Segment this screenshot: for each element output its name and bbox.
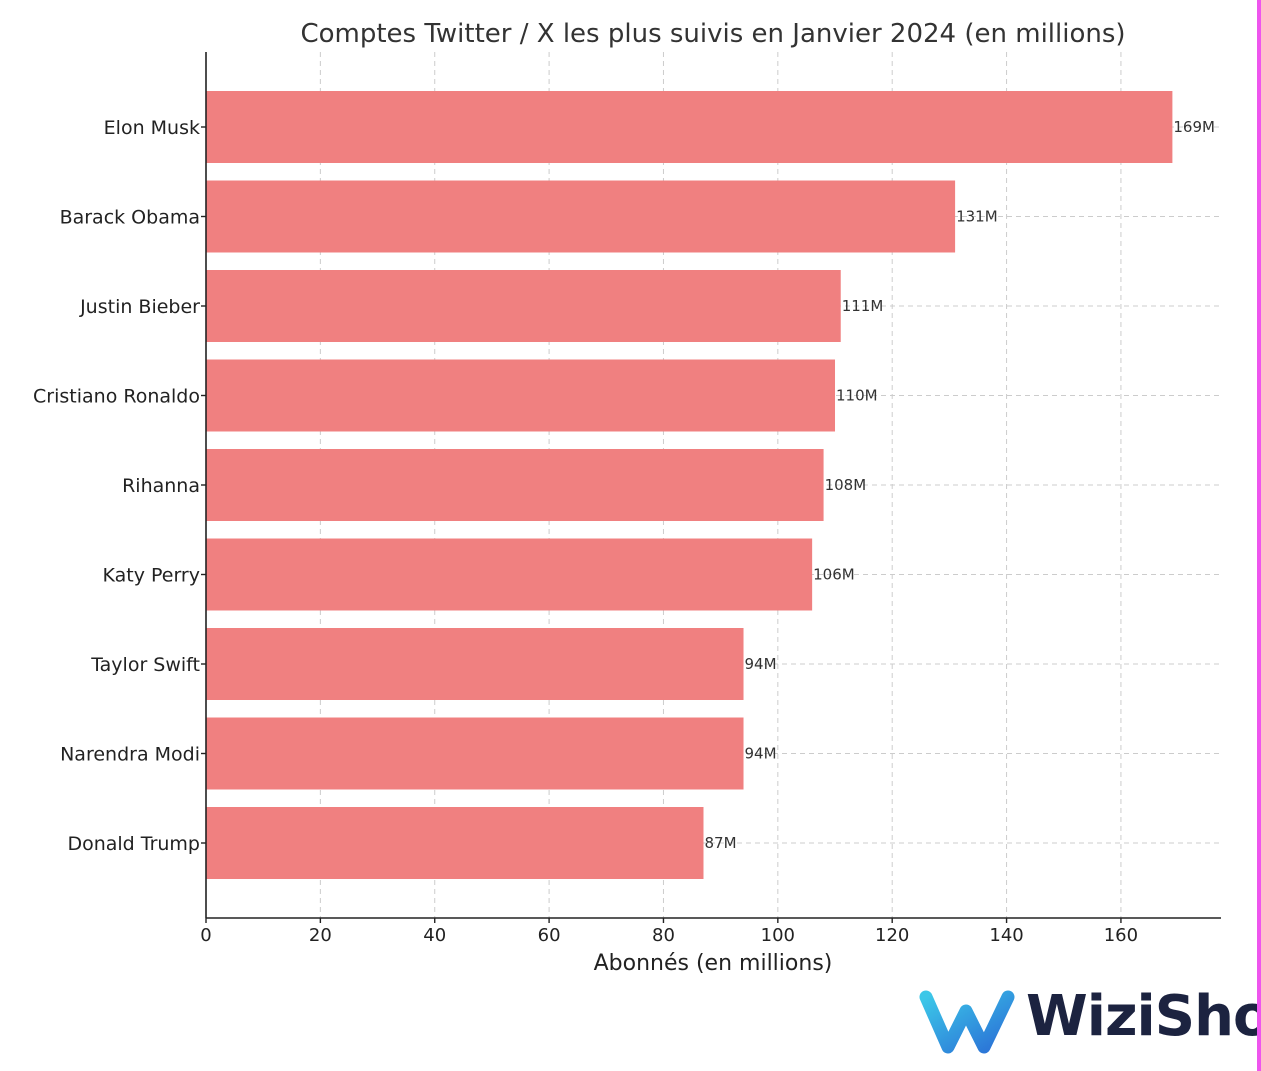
x-tick-label-4: 80 [652, 925, 675, 946]
x-tick-label-8: 160 [1104, 925, 1138, 946]
value-label-7: 94M [745, 745, 777, 763]
bar-3 [206, 359, 836, 432]
category-label-8: Donald Trump [67, 833, 200, 855]
x-tick-labels: 0 20 40 60 80 100 120 140 160 [200, 918, 1138, 946]
value-label-1: 131M [956, 208, 998, 226]
x-tick-label-6: 120 [875, 925, 909, 946]
bar-4 [206, 449, 824, 521]
x-tick-label-3: 60 [538, 925, 561, 946]
bar-7 [206, 717, 744, 790]
category-label-5: Katy Perry [102, 565, 200, 587]
bar-5 [206, 538, 813, 611]
bar-2 [206, 270, 841, 342]
x-axis-label: Abonnés (en millions) [594, 951, 833, 976]
category-label-3: Cristiano Ronaldo [33, 386, 200, 408]
wizishop-w-logo-icon [919, 990, 1015, 1054]
bars [206, 91, 1173, 879]
value-label-3: 110M [836, 387, 878, 405]
wizishop-logo: WiziShop [918, 983, 1261, 1059]
x-tick-label-5: 100 [761, 925, 795, 946]
x-tick-label-2: 40 [423, 925, 446, 946]
value-label-8: 87M [704, 834, 736, 852]
x-tick-label-7: 140 [989, 925, 1023, 946]
category-label-0: Elon Musk [104, 117, 200, 139]
value-label-0: 169M [1173, 118, 1215, 136]
value-label-5: 106M [813, 566, 855, 584]
value-label-6: 94M [745, 655, 777, 673]
category-label-4: Rihanna [122, 475, 200, 497]
value-label-2: 111M [842, 297, 884, 315]
chart-title: Comptes Twitter / X les plus suivis en J… [300, 19, 1125, 49]
category-label-6: Taylor Swift [90, 654, 200, 676]
category-label-2: Justin Bieber [79, 296, 200, 318]
y-tick-labels: Elon Musk Barack Obama Justin Bieber Cristi… [33, 117, 206, 855]
bar-1 [206, 180, 956, 253]
bar-8 [206, 807, 704, 879]
category-label-7: Narendra Modi [60, 744, 200, 766]
category-label-1: Barack Obama [60, 207, 200, 229]
bar-6 [206, 628, 744, 700]
x-tick-label-0: 0 [200, 925, 211, 946]
wizishop-logo-text: WiziShop [1026, 984, 1261, 1049]
value-labels: 169M 131M 111M 110M 108M 106M 94M 94M 87M [704, 118, 1214, 852]
bar-0 [206, 91, 1173, 163]
frame-edge [1257, 0, 1261, 1071]
value-label-4: 108M [825, 476, 867, 494]
x-tick-label-1: 20 [309, 925, 332, 946]
